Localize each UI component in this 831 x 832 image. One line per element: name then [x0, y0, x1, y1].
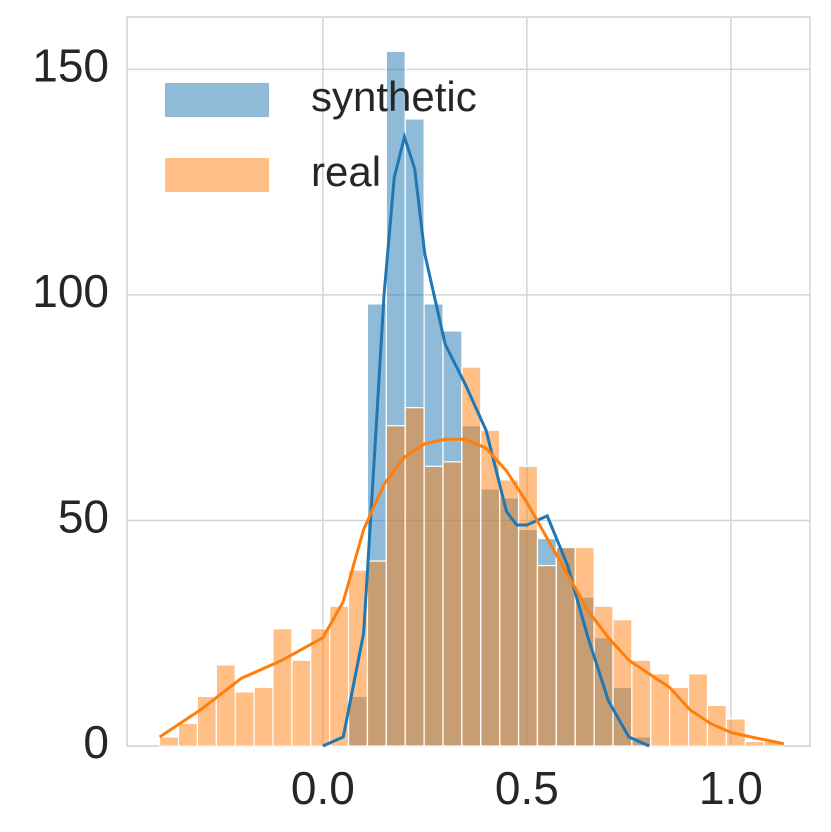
legend-swatch: [165, 83, 269, 117]
bar: [744, 740, 765, 747]
x-tick-label: 1.0: [699, 762, 763, 814]
bar: [253, 686, 274, 747]
bar: [272, 628, 293, 747]
bar: [385, 425, 406, 747]
x-tick-label: 0.0: [291, 762, 355, 814]
bar: [404, 407, 425, 747]
kde-line: [322, 131, 650, 748]
bar: [291, 659, 312, 747]
x-tick-label: 0.5: [495, 762, 559, 814]
kde-line: [158, 437, 785, 746]
bar: [310, 628, 331, 747]
legend-label: real: [311, 148, 381, 195]
y-tick-label: 100: [32, 265, 109, 317]
legend-label: synthetic: [311, 73, 477, 120]
bar: [215, 664, 236, 747]
bar: [461, 366, 482, 747]
bar: [517, 465, 539, 747]
bar: [366, 560, 387, 747]
bar: [442, 461, 463, 747]
bar: [177, 722, 199, 747]
bar: [423, 465, 444, 747]
bar: [159, 736, 180, 747]
legend-swatch: [165, 158, 269, 192]
bar: [234, 691, 255, 747]
bar: [536, 564, 557, 747]
bar: [499, 479, 520, 747]
y-tick-label: 50: [58, 491, 109, 543]
y-tick-label: 0: [83, 716, 109, 768]
bar: [593, 605, 614, 747]
y-tick-label: 150: [32, 39, 109, 91]
